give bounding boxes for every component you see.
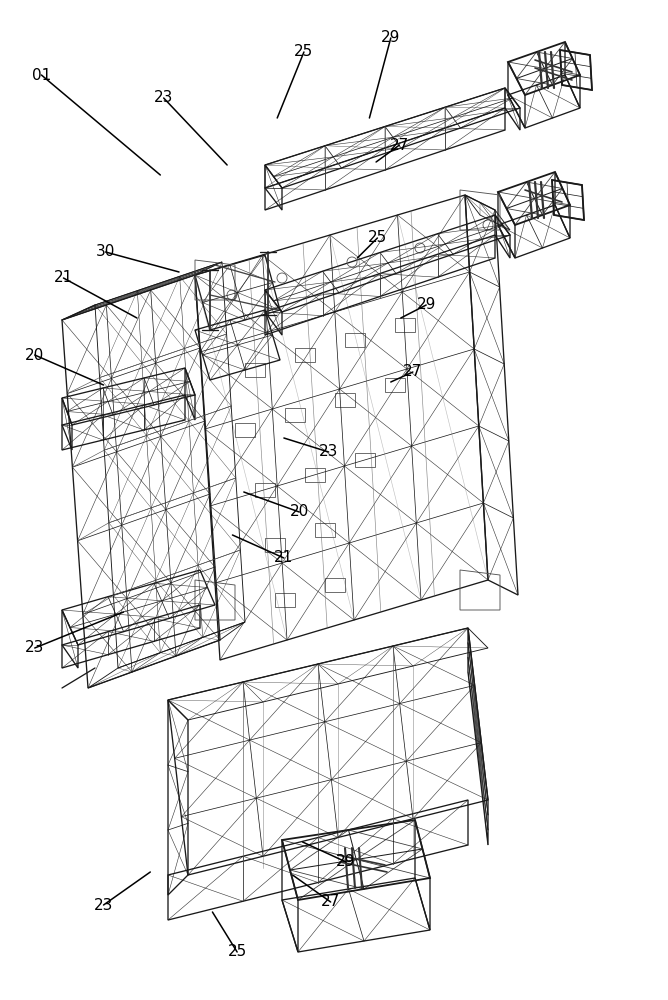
Text: 23: 23: [25, 641, 45, 656]
Text: 30: 30: [96, 244, 116, 259]
Text: 21: 21: [54, 270, 73, 286]
Text: 01: 01: [32, 68, 51, 83]
Text: 21: 21: [275, 550, 293, 566]
Text: 25: 25: [228, 944, 246, 959]
Text: 20: 20: [25, 348, 44, 362]
Text: 25: 25: [368, 231, 387, 245]
Text: 27: 27: [403, 364, 422, 379]
Text: 23: 23: [94, 898, 114, 913]
Text: 29: 29: [416, 297, 436, 312]
Text: 27: 27: [321, 895, 340, 910]
Text: 23: 23: [154, 91, 174, 105]
Text: 27: 27: [390, 137, 409, 152]
Text: 29: 29: [336, 854, 356, 869]
Text: 25: 25: [295, 44, 313, 60]
Text: 20: 20: [290, 504, 309, 520]
Text: 23: 23: [319, 444, 339, 460]
Text: 29: 29: [381, 30, 401, 45]
